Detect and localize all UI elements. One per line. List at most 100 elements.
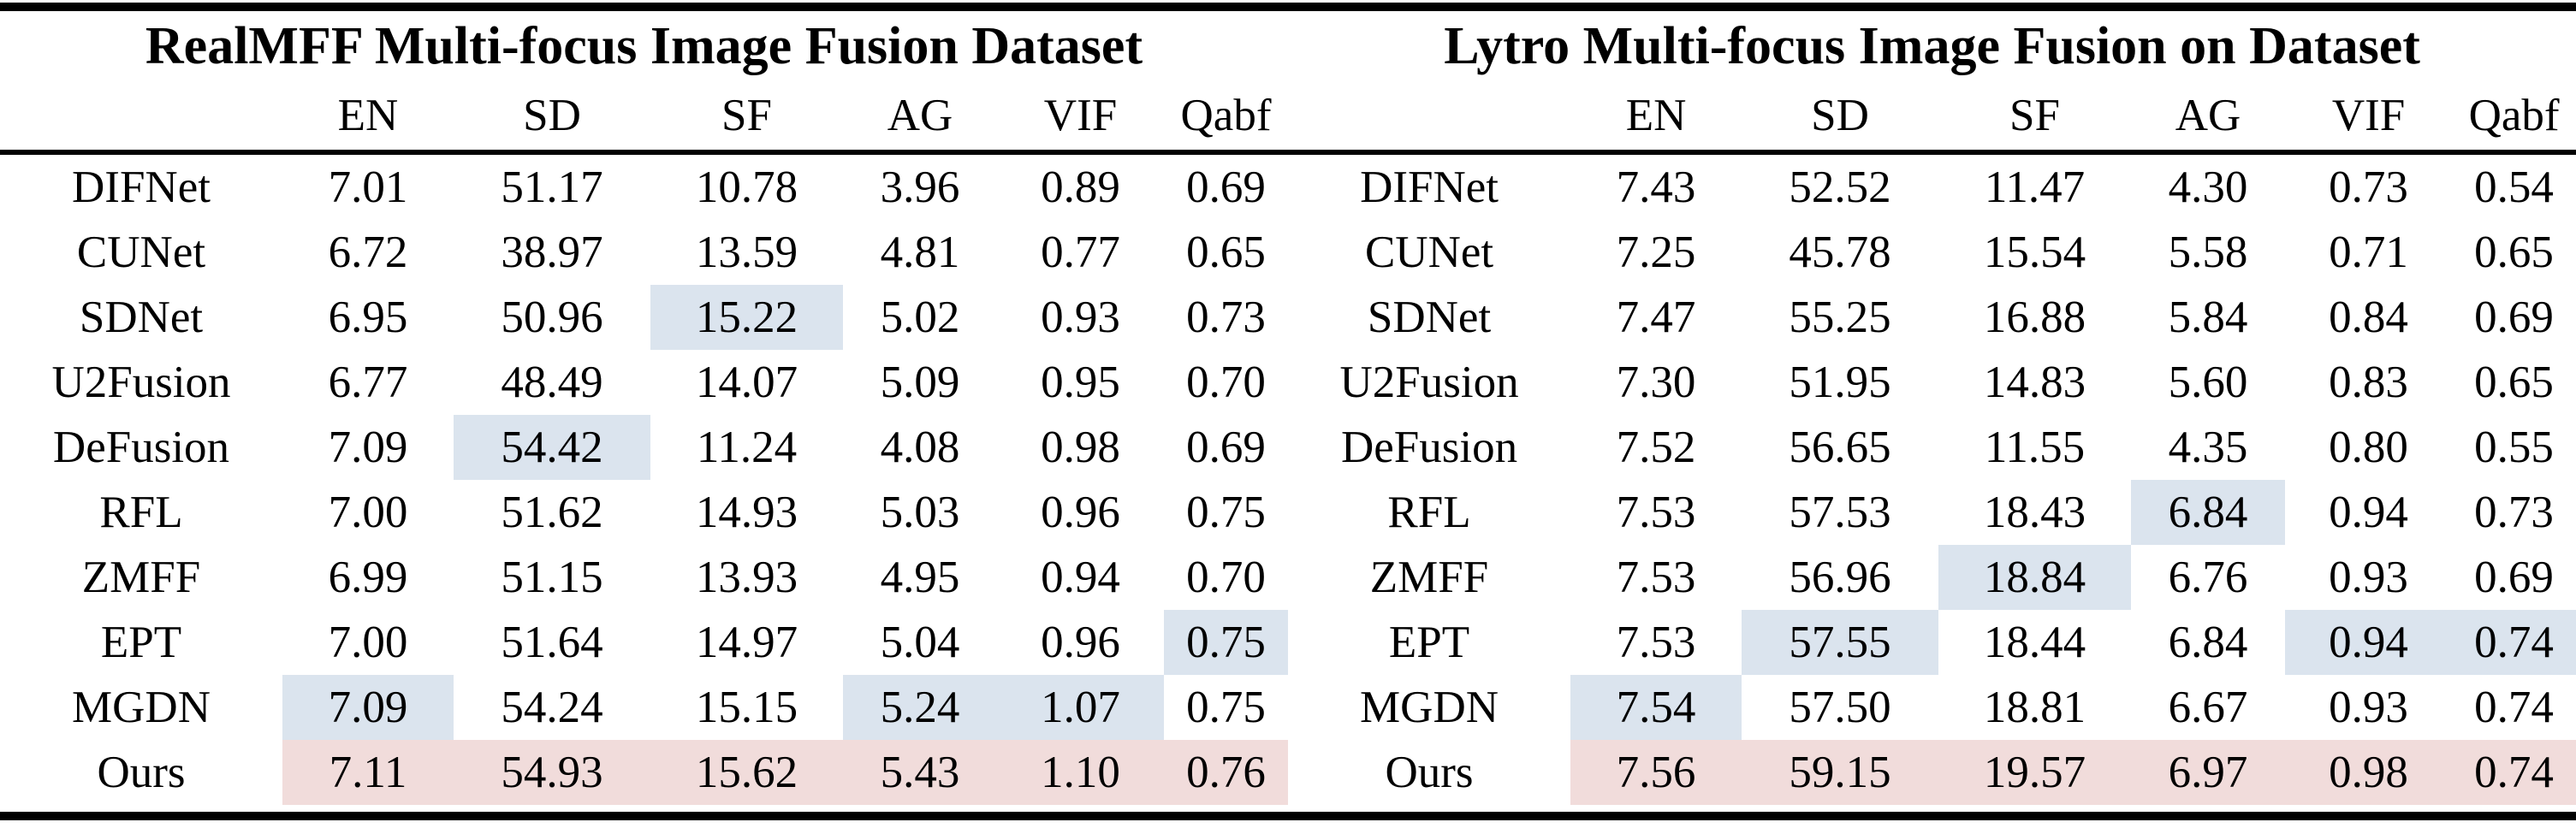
metric-value-sf: 11.24 <box>696 423 798 472</box>
table-row: DIFNet 7.43 52.52 11.47 4.30 0.73 0.54 <box>1288 152 2576 220</box>
table-row: CUNet 7.25 45.78 15.54 5.58 0.71 0.65 <box>1288 220 2576 285</box>
metric-value-en: 6.95 <box>328 293 408 342</box>
metric-value-qabf: 0.75 <box>1186 488 1266 537</box>
table-row: DeFusion 7.52 56.65 11.55 4.35 0.80 0.55 <box>1288 415 2576 480</box>
column-header-sf: SF <box>1938 81 2132 155</box>
metric-value-en: 7.56 <box>1570 740 1742 805</box>
metric-value-ag: 5.43 <box>843 740 997 805</box>
metric-value-ag: 5.84 <box>2168 293 2248 342</box>
metric-value-ag: 5.02 <box>880 293 960 342</box>
table-row: CUNet 6.72 38.97 13.59 4.81 0.77 0.65 <box>0 220 1288 285</box>
metric-value-sf: 15.54 <box>1983 228 2086 277</box>
metric-value-qabf: 0.73 <box>1186 293 1266 342</box>
table-row: RFL 7.53 57.53 18.43 6.84 0.94 0.73 <box>1288 480 2576 545</box>
metric-value-sd: 38.97 <box>501 228 603 277</box>
method-name: ZMFF <box>1369 553 1489 602</box>
method-name: CUNet <box>76 228 206 277</box>
metric-value-ag: 6.84 <box>2131 480 2286 545</box>
metric-value-ag: 6.97 <box>2131 740 2286 805</box>
table-row: DIFNet 7.01 51.17 10.78 3.96 0.89 0.69 <box>0 152 1288 220</box>
metric-value-sf: 18.43 <box>1983 488 2086 537</box>
metric-value-sd: 57.53 <box>1789 488 1891 537</box>
metric-value-sf: 13.59 <box>695 228 798 277</box>
table-row: SDNet 6.95 50.96 15.22 5.02 0.93 0.73 <box>0 285 1288 350</box>
metric-value-qabf: 0.75 <box>1186 683 1266 732</box>
metric-value-vif: 0.83 <box>2329 358 2408 407</box>
metric-value-ag: 5.09 <box>880 358 960 407</box>
method-name: CUNet <box>1364 228 1494 277</box>
metric-value-qabf: 0.70 <box>1186 358 1266 407</box>
metric-value-sd: 57.55 <box>1742 610 1939 675</box>
top-rule <box>0 3 2576 11</box>
metric-value-vif: 0.93 <box>1041 293 1120 342</box>
metric-value-sf: 18.84 <box>1938 545 2132 610</box>
metric-value-qabf: 0.70 <box>1186 553 1266 602</box>
metric-value-vif: 0.98 <box>1041 423 1120 472</box>
metric-value-sf: 14.97 <box>695 618 798 667</box>
method-name: EPT <box>100 618 182 667</box>
lytro-table-title: Lytro Multi-focus Image Fusion on Datase… <box>1444 16 2420 75</box>
metric-value-en: 7.09 <box>328 423 408 472</box>
metric-value-vif: 0.94 <box>2285 610 2453 675</box>
metric-value-en: 6.99 <box>328 553 408 602</box>
table-row: DeFusion 7.09 54.42 11.24 4.08 0.98 0.69 <box>0 415 1288 480</box>
metric-value-qabf: 0.74 <box>2452 740 2576 805</box>
method-name: Ours <box>1385 748 1474 797</box>
realmff-table-title: RealMFF Multi-focus Image Fusion Dataset <box>145 16 1143 75</box>
column-header-en: EN <box>282 81 454 155</box>
metric-value-qabf: 0.54 <box>2474 163 2554 212</box>
method-column-header <box>1288 81 1571 155</box>
realmff-table-head: RealMFF Multi-focus Image Fusion Dataset… <box>0 11 1289 155</box>
metric-value-sd: 51.95 <box>1789 358 1891 407</box>
metric-value-qabf: 0.65 <box>2474 228 2554 277</box>
metric-value-ag: 4.08 <box>880 423 960 472</box>
metric-value-sd: 54.24 <box>501 683 603 732</box>
method-name: ZMFF <box>81 553 201 602</box>
table-title-row: Lytro Multi-focus Image Fusion on Datase… <box>1288 11 2576 81</box>
metric-value-sd: 55.25 <box>1789 293 1891 342</box>
metric-value-vif: 0.77 <box>1041 228 1120 277</box>
metric-value-qabf: 0.69 <box>2474 553 2554 602</box>
metric-value-sd: 56.65 <box>1789 423 1891 472</box>
metric-value-sf: 16.88 <box>1983 293 2086 342</box>
metric-value-sf: 11.55 <box>1984 423 2086 472</box>
column-header-sd: SD <box>454 81 650 155</box>
metric-value-qabf: 0.74 <box>2474 683 2554 732</box>
method-name: MGDN <box>1360 683 1499 732</box>
metric-value-sf: 15.15 <box>695 683 798 732</box>
metric-value-en: 7.47 <box>1616 293 1696 342</box>
metric-value-ag: 5.60 <box>2168 358 2248 407</box>
lytro-table-body: DIFNet 7.43 52.52 11.47 4.30 0.73 0.54 CUNet 7.2… <box>1288 152 2576 805</box>
metric-value-qabf: 0.74 <box>2452 610 2576 675</box>
metric-value-sf: 14.83 <box>1983 358 2086 407</box>
lytro-table-head: Lytro Multi-focus Image Fusion on Datase… <box>1288 11 2576 155</box>
metric-value-vif: 0.94 <box>2329 488 2408 537</box>
metric-value-sf: 14.07 <box>695 358 798 407</box>
column-header-en: EN <box>1570 81 1742 155</box>
metric-value-en: 7.53 <box>1616 618 1696 667</box>
metric-value-en: 7.30 <box>1616 358 1696 407</box>
metric-value-en: 7.00 <box>328 488 408 537</box>
table-row: ZMFF 6.99 51.15 13.93 4.95 0.94 0.70 <box>0 545 1288 610</box>
metric-value-sf: 13.93 <box>695 553 798 602</box>
table-row: ZMFF 7.53 56.96 18.84 6.76 0.93 0.69 <box>1288 545 2576 610</box>
column-header-row: EN SD SF AG VIF Qabf <box>1288 81 2576 155</box>
table-row: U2Fusion 6.77 48.49 14.07 5.09 0.95 0.70 <box>0 350 1288 415</box>
metric-value-en: 7.53 <box>1616 488 1696 537</box>
metric-value-sd: 51.15 <box>501 553 603 602</box>
table-row: Ours 7.56 59.15 19.57 6.97 0.98 0.74 <box>1288 740 2576 805</box>
metric-value-en: 7.09 <box>282 675 454 740</box>
realmff-table-body: DIFNet 7.01 51.17 10.78 3.96 0.89 0.69 CUNet 6.7… <box>0 152 1289 805</box>
column-header-vif: VIF <box>2285 81 2453 155</box>
metric-value-vif: 0.98 <box>2285 740 2453 805</box>
metric-value-ag: 4.30 <box>2168 163 2248 212</box>
metric-value-ag: 3.96 <box>880 163 960 212</box>
metric-value-vif: 0.95 <box>1041 358 1120 407</box>
metric-value-ag: 6.67 <box>2168 683 2248 732</box>
metric-value-en: 7.53 <box>1616 553 1696 602</box>
metric-value-ag: 5.03 <box>880 488 960 537</box>
column-header-sf: SF <box>650 81 843 155</box>
metric-value-sd: 51.62 <box>501 488 603 537</box>
metric-value-qabf: 0.69 <box>1186 423 1266 472</box>
